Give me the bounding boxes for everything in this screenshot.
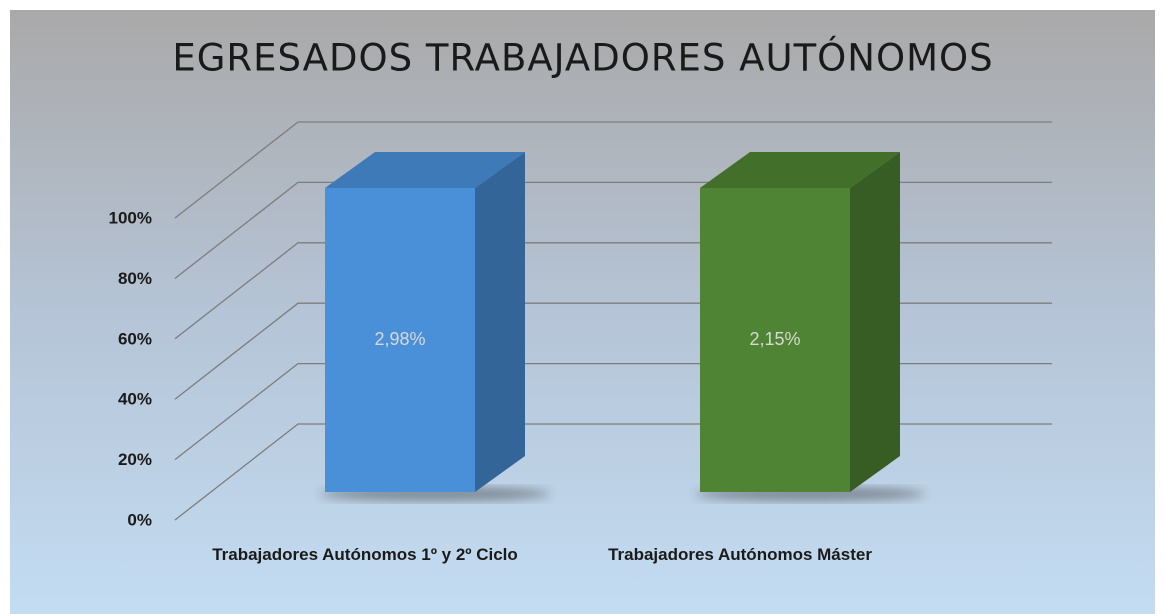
bar-top [325, 152, 525, 188]
x-tick-label: Trabajadores Autónomos 1º y 2º Ciclo [212, 545, 518, 564]
data-label: 2,98% [374, 329, 425, 349]
y-tick-label: 20% [118, 450, 152, 469]
data-label: 2,15% [749, 329, 800, 349]
y-tick-label: 60% [118, 329, 152, 348]
bar-side [475, 152, 525, 492]
bar-front [325, 188, 475, 492]
bar-front [700, 188, 850, 492]
bar [325, 152, 525, 492]
bar-top [700, 152, 900, 188]
y-tick-label: 80% [118, 269, 152, 288]
bar-side [850, 152, 900, 492]
chart-background [10, 10, 1155, 614]
y-tick-label: 40% [118, 390, 152, 409]
bar [700, 152, 900, 492]
chart-title: EGRESADOS TRABAJADORES AUTÓNOMOS [172, 36, 993, 80]
x-tick-label: Trabajadores Autónomos Máster [608, 545, 872, 564]
grid-line [174, 121, 1052, 219]
y-tick-label: 0% [127, 510, 152, 529]
y-tick-label: 100% [109, 208, 152, 227]
